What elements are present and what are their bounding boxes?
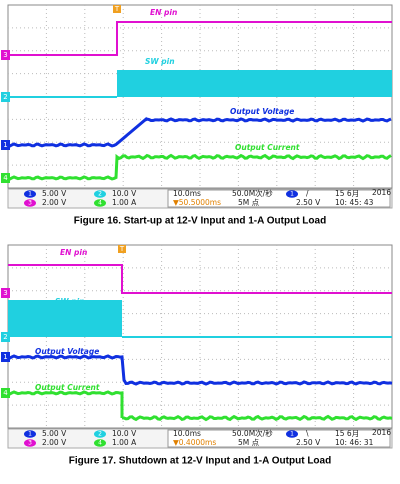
sw-label: SW pin	[55, 297, 85, 306]
time: 10: 45: 43	[335, 198, 374, 207]
channel-marker-label: 2	[3, 333, 7, 341]
trigger-level: 2.50 V	[296, 438, 321, 447]
channel-scale: 10.0 V	[112, 429, 137, 438]
vout-label: Output Voltage	[35, 347, 99, 356]
channel-marker	[1, 173, 10, 183]
trigger-delay: ▼0.4000ms	[173, 438, 216, 447]
channel-marker-label: 3	[3, 51, 7, 59]
trigger-marker	[118, 245, 126, 253]
channel-badge	[94, 439, 106, 447]
iout-trace	[7, 153, 392, 181]
timebase: 10.0ms	[173, 189, 201, 198]
trigger-marker-label: T	[114, 5, 120, 13]
channel-badge-label: 4	[98, 200, 102, 207]
record-length: 5M 点	[238, 198, 260, 207]
trigger-delay: ▼50.5000ms	[173, 198, 221, 207]
settings-box	[167, 429, 391, 448]
channel-scale: 2.00 V	[42, 438, 67, 447]
channel-badge	[24, 430, 36, 438]
channel-badge	[24, 199, 36, 207]
figure-caption: Figure 16. Start-up at 12-V Input and 1-…	[74, 216, 326, 227]
channel-badge-label: 2	[98, 431, 102, 438]
iout-trace	[7, 390, 393, 422]
trigger-marker	[113, 5, 121, 13]
channel-marker-label: 2	[3, 93, 7, 101]
channel-badge	[286, 190, 298, 198]
channel-marker-label: 1	[3, 353, 7, 361]
channel-badge	[94, 199, 106, 207]
trigger-marker-label: T	[119, 245, 125, 253]
channel-badge-label: 2	[98, 191, 102, 198]
figure-caption: Figure 17. Shutdown at 12-V Input and 1-…	[69, 456, 331, 467]
channel-scale: 10.0 V	[112, 189, 137, 198]
trigger-level: 2.50 V	[296, 198, 321, 207]
trigger-source: 1	[290, 431, 294, 438]
date: 15 6月	[335, 189, 359, 198]
sample-rate: 50.0M次/秒	[232, 188, 273, 198]
channel-badge-label: 4	[98, 440, 102, 447]
channel-marker	[1, 388, 10, 398]
channel-scale: 1.00 A	[112, 438, 137, 447]
channel-badge	[94, 190, 106, 198]
sw-trace-band	[117, 70, 392, 97]
channel-scale: 5.00 V	[42, 429, 67, 438]
timebase: 10.0ms	[173, 429, 201, 438]
channel-badge-label: 3	[28, 440, 32, 447]
vout-trace	[7, 354, 393, 386]
channel-marker-label: 1	[3, 141, 7, 149]
trigger-source: 1	[290, 191, 294, 198]
channel-scale: 2.00 V	[42, 198, 67, 207]
settings-box	[167, 189, 391, 208]
vout-trace	[7, 116, 392, 148]
channel-scale: 1.00 A	[112, 198, 137, 207]
iout-label: Output Current	[235, 143, 300, 152]
date: 15 6月	[335, 429, 359, 438]
en-label: EN pin	[150, 8, 177, 17]
channel-badge-label: 1	[28, 431, 32, 438]
channel-marker	[1, 50, 10, 60]
en-trace	[8, 264, 392, 294]
year: 2016	[372, 188, 391, 197]
channel-marker	[1, 332, 10, 342]
channel-marker-label: 4	[3, 389, 8, 397]
channel-badge	[286, 430, 298, 438]
trigger-slope: \	[306, 429, 309, 438]
channel-marker-label: 4	[3, 174, 8, 182]
channel-badge-label: 1	[28, 191, 32, 198]
channel-marker	[1, 140, 10, 150]
sw-label: SW pin	[145, 57, 175, 66]
channel-scale: 5.00 V	[42, 189, 67, 198]
channel-marker-label: 3	[3, 289, 7, 297]
trigger-slope: /	[306, 189, 309, 198]
year: 2016	[372, 428, 391, 437]
vout-label: Output Voltage	[230, 107, 294, 116]
sw-trace-band	[8, 300, 122, 337]
en-label: EN pin	[60, 248, 87, 257]
channel-badge	[24, 439, 36, 447]
record-length: 5M 点	[238, 438, 260, 447]
channel-badge	[24, 190, 36, 198]
channel-badge-label: 3	[28, 200, 32, 207]
en-trace	[8, 21, 392, 56]
channel-marker	[1, 352, 10, 362]
iout-label: Output Current	[35, 383, 100, 392]
time: 10: 46: 31	[335, 438, 374, 447]
channel-marker	[1, 92, 10, 102]
channel-badge	[94, 430, 106, 438]
channel-marker	[1, 288, 10, 298]
sample-rate: 50.0M次/秒	[232, 428, 273, 438]
